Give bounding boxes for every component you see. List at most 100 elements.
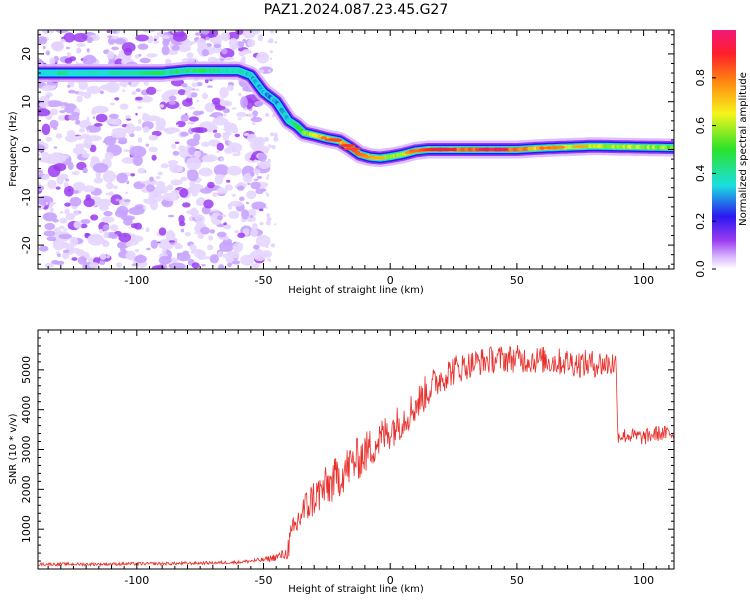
noise-blob — [146, 86, 157, 95]
noise-blob — [135, 112, 138, 116]
noise-blob — [180, 228, 185, 233]
noise-blob — [59, 110, 66, 114]
noise-blob — [228, 38, 238, 48]
noise-blob — [76, 95, 83, 103]
noise-blob — [265, 244, 269, 249]
noise-blob — [91, 105, 109, 114]
noise-blob — [182, 202, 191, 208]
noise-blob — [89, 144, 97, 153]
colorbar-tick-label: 0.0 — [694, 260, 707, 278]
noise-blob — [99, 260, 106, 266]
noise-blob — [105, 182, 114, 190]
noise-blob — [178, 106, 182, 110]
noise-blob — [128, 235, 144, 243]
noise-blob — [119, 247, 126, 252]
noise-blob — [213, 132, 222, 139]
y-tick-label: -10 — [20, 188, 33, 206]
ridge-hotspot — [320, 136, 328, 140]
noise-blob — [148, 134, 159, 141]
noise-blob — [63, 182, 69, 188]
noise-blob — [118, 232, 132, 243]
noise-blob — [242, 173, 253, 183]
noise-blob — [176, 252, 181, 256]
ridge-hotspot — [369, 156, 386, 160]
noise-blob — [137, 137, 143, 143]
noise-blob — [180, 176, 188, 182]
noise-blob — [86, 36, 94, 43]
noise-blob — [113, 185, 118, 190]
noise-blob — [158, 227, 167, 236]
noise-blob — [141, 113, 151, 122]
noise-blob — [197, 254, 206, 261]
noise-blob — [82, 167, 88, 174]
noise-blob — [41, 123, 51, 135]
noise-blob — [167, 160, 179, 165]
noise-blob — [77, 256, 87, 265]
noise-blob — [135, 96, 143, 101]
noise-blob — [256, 51, 270, 64]
noise-blob — [44, 263, 54, 269]
noise-blob — [166, 184, 174, 191]
noise-blob — [246, 209, 257, 217]
noise-blob — [49, 57, 56, 66]
noise-blob — [49, 201, 56, 205]
noise-blob — [66, 51, 71, 58]
noise-blob — [265, 220, 271, 226]
noise-blob — [258, 208, 264, 212]
noise-blob — [186, 209, 200, 215]
noise-blob — [249, 140, 263, 150]
noise-blob — [67, 188, 72, 192]
noise-blob — [119, 103, 129, 110]
noise-blob — [63, 32, 75, 43]
noise-blob — [47, 164, 61, 178]
noise-blob — [70, 84, 74, 88]
noise-blob — [111, 46, 119, 51]
noise-blob — [47, 179, 57, 190]
noise-blob — [126, 118, 132, 121]
noise-blob — [216, 231, 227, 238]
noise-blob — [59, 217, 68, 224]
noise-blob — [110, 224, 119, 232]
noise-blob — [123, 149, 130, 152]
noise-blob — [152, 186, 165, 195]
noise-blob — [270, 145, 274, 149]
noise-blob — [68, 89, 76, 94]
noise-blob — [219, 58, 225, 61]
noise-blob — [238, 92, 242, 97]
noise-blob — [139, 57, 151, 64]
noise-region — [38, 30, 279, 269]
noise-blob — [242, 228, 250, 236]
noise-blob — [116, 205, 129, 216]
noise-blob — [38, 36, 48, 45]
noise-blob — [229, 200, 244, 207]
noise-blob — [221, 48, 228, 55]
noise-blob — [71, 112, 80, 117]
snr-series-line — [38, 345, 674, 567]
noise-blob — [106, 51, 115, 60]
noise-blob — [57, 253, 61, 258]
noise-blob — [251, 122, 256, 126]
noise-blob — [138, 119, 142, 124]
y-tick-label: 20 — [20, 47, 33, 61]
noise-blob — [219, 241, 235, 252]
noise-blob — [257, 34, 264, 42]
noise-blob — [259, 221, 264, 226]
noise-blob — [202, 92, 208, 100]
noise-blob — [247, 133, 257, 143]
noise-blob — [129, 145, 147, 158]
noise-blob — [67, 161, 74, 171]
noise-blob — [170, 179, 183, 186]
noise-blob — [191, 88, 195, 91]
ridge-hotspot — [572, 145, 589, 149]
noise-blob — [243, 132, 250, 137]
noise-blob — [180, 114, 189, 122]
noise-blob — [168, 95, 177, 101]
noise-blob — [179, 46, 190, 53]
noise-blob — [265, 206, 268, 209]
noise-blob — [92, 162, 109, 173]
noise-blob — [194, 150, 201, 159]
noise-blob — [78, 128, 86, 133]
noise-blob — [158, 255, 172, 265]
spectrogram-y-axis-label: Frequency (Hz) — [8, 111, 19, 187]
